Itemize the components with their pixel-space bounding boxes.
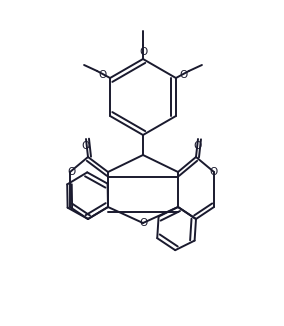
Text: O: O xyxy=(139,47,147,57)
Text: O: O xyxy=(139,218,147,228)
Text: O: O xyxy=(82,141,90,151)
Text: O: O xyxy=(209,167,217,177)
Text: O: O xyxy=(194,141,202,151)
Text: O: O xyxy=(98,70,106,80)
Text: O: O xyxy=(67,167,75,177)
Text: O: O xyxy=(180,70,188,80)
